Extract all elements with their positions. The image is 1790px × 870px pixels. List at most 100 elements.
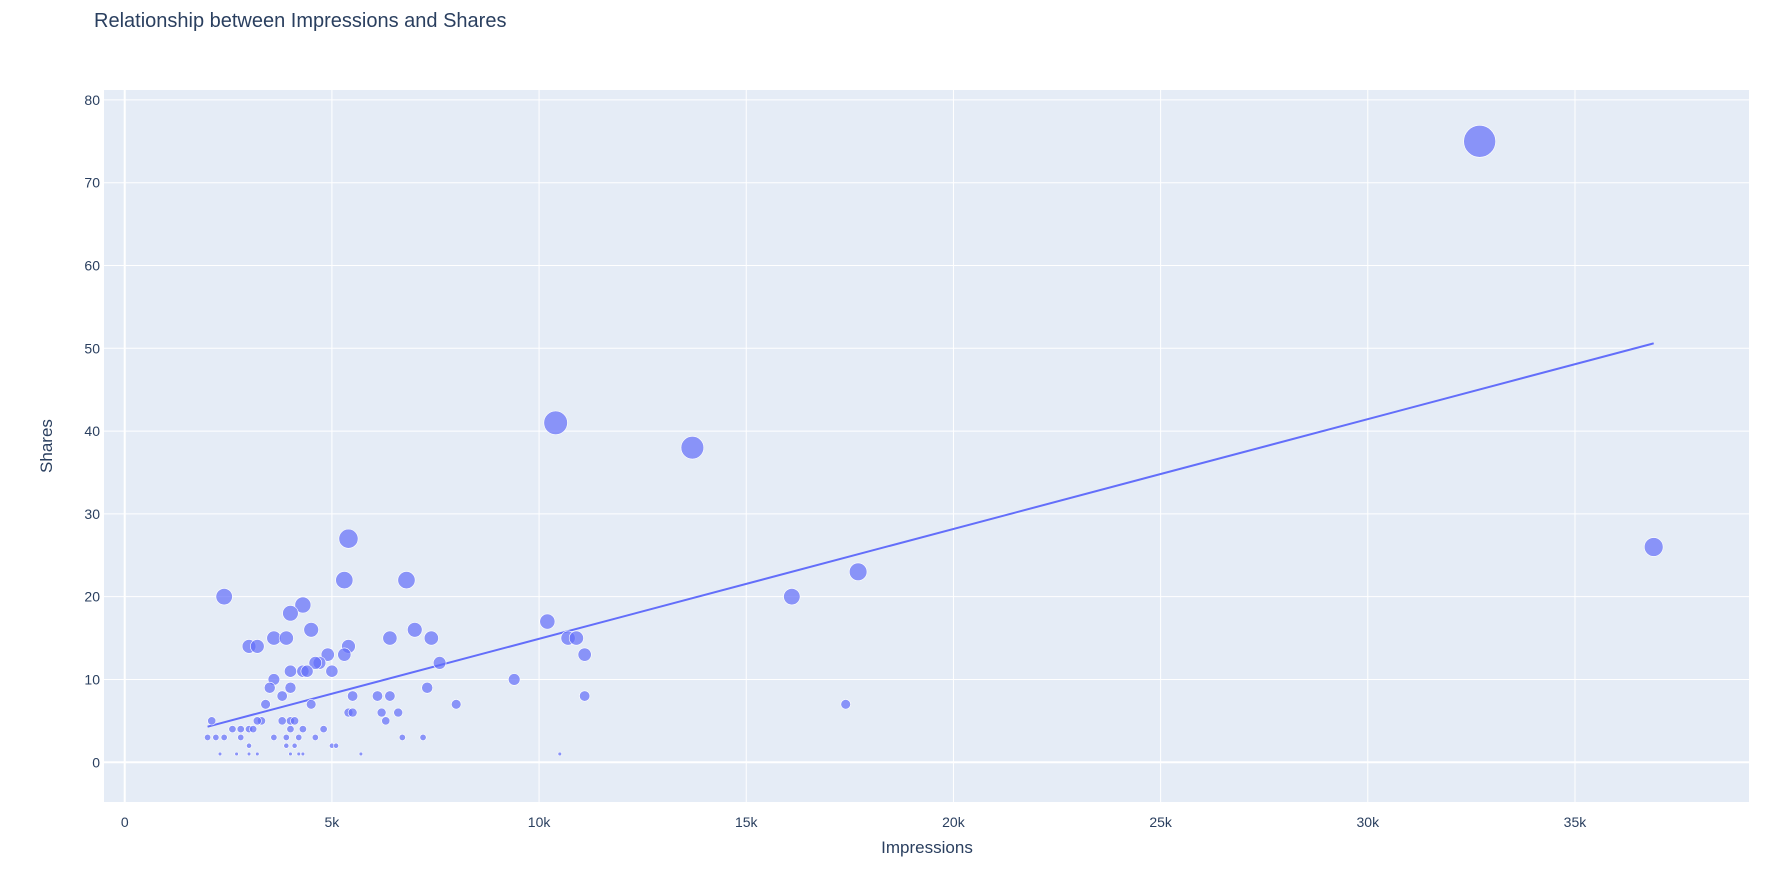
scatter-point [358,751,364,757]
y-tick-label: 60 [84,258,100,274]
scatter-point [1463,125,1496,158]
scatter-point [276,690,288,702]
y-tick-label: 50 [84,340,100,356]
scatter-point [288,751,293,757]
x-tick-label: 10k [528,814,552,830]
scatter-point [543,410,568,435]
scatter-point [680,435,705,460]
scatter-point [376,707,387,718]
scatter-point [783,588,801,606]
scatter-point [421,681,434,694]
scatter-point [282,733,290,741]
scatter-point [384,690,396,702]
scatter-point [300,664,314,678]
scatter-point [246,742,252,749]
y-tick-label: 10 [84,671,100,687]
scatter-point [382,630,398,646]
y-tick-label: 0 [92,754,100,770]
scatter-point [1643,537,1664,557]
scatter-point [423,630,439,646]
y-tick-label: 70 [84,175,100,191]
scatter-point [393,707,404,718]
trendline-group [207,342,1654,728]
plot-background [104,90,1749,802]
scatter-point [577,647,592,662]
scatter-point [260,699,271,710]
scatter-point [215,588,233,606]
scatter-point [557,751,562,757]
scatter-point [319,725,328,734]
scatter-point [337,647,352,662]
scatter-point [381,716,391,726]
scatter-point [228,725,237,734]
scatter-point [419,733,427,741]
scatter-point [282,605,299,622]
x-tick-label: 5k [324,814,340,830]
scatter-point [217,751,223,757]
scatter-point [347,690,359,702]
scatter-point [263,681,276,694]
x-tick-label: 35k [1564,814,1588,830]
scatter-point [291,742,298,749]
scatter-point [246,751,252,757]
scatter-point [432,656,447,670]
scatter-point [236,725,245,734]
scatter-point [294,596,312,614]
scatter-point [283,742,290,749]
scatter-point [568,630,584,646]
scatter-point [308,656,323,670]
scatter-point [840,699,851,710]
scatter-point [303,622,319,638]
scatter-point [539,613,556,630]
y-tick-label: 40 [84,423,100,439]
y-tick-label: 80 [84,92,100,108]
scatter-point [212,733,220,741]
scatter-point [255,751,260,757]
y-tick-label: 20 [84,589,100,605]
y-axis-ticks: 0 10 20 30 40 50 60 70 80 [84,92,100,770]
scatter-point [407,622,423,638]
scatter-point [311,733,319,741]
scatter-point [220,733,228,741]
x-tick-label: 0 [121,814,129,830]
scatter-point [397,571,416,590]
scatter-point [579,690,591,702]
scatter-point [277,716,287,726]
x-tick-label: 15k [735,814,759,830]
x-tick-label: 20k [942,814,966,830]
scatter-point [320,647,335,662]
scatter-point [335,571,354,590]
scatter-point [398,733,406,741]
y-tick-label: 30 [84,506,100,522]
scatter-points [204,125,1664,757]
scatter-point [333,742,339,749]
scatter-point [347,707,358,718]
scatter-point [848,562,868,582]
scatter-point [252,716,262,726]
scatter-point [371,690,384,702]
scatter-point [451,699,462,710]
scatter-point [290,716,300,726]
scatter-point [325,664,339,678]
x-axis-ticks: 0 5k 10k 15k 20k 25k 30k 35k [121,814,1587,830]
scatter-point [284,681,297,694]
y-axis-label: Shares [37,419,56,473]
scatter-point [284,664,297,678]
scatter-point [234,751,239,757]
scatter-point [508,673,521,686]
scatter-point [286,725,295,734]
chart-title: Relationship between Impressions and Sha… [94,10,506,32]
scatter-point [237,733,245,741]
scatter-point [250,639,265,654]
scatter-point [305,699,317,710]
scatter-point [278,630,294,646]
scatter-point [295,733,303,741]
scatter-point [338,528,359,549]
scatter-point [298,725,307,734]
scatter-point [300,751,306,757]
trendline [207,342,1654,728]
gridlines [104,90,1749,802]
scatter-point [204,733,212,741]
scatter-point [296,751,301,757]
